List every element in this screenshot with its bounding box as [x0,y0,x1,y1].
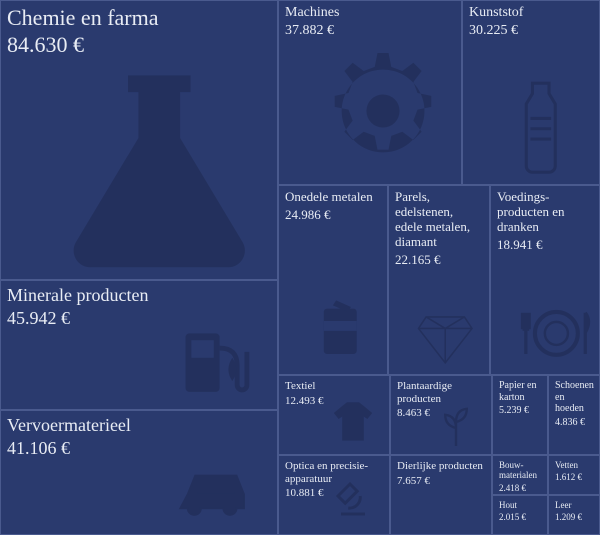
treemap-cell-parels[interactable]: Parels, edelstenen, edele metalen, diama… [388,185,490,375]
cell-label: Hout [499,500,541,510]
treemap-cell-schoenen[interactable]: Schoenen en hoeden 4.836 € [548,375,600,455]
cell-value: 84.630 € [7,32,271,58]
treemap-cell-plant[interactable]: Plantaardige producten 8.463 € [390,375,492,455]
flask-icon [55,65,264,274]
cell-value: 24.986 € [285,207,381,223]
cell-label: Parels, edelstenen, edele metalen, diama… [395,190,483,250]
cell-label: Machines [285,5,455,21]
cell-value: 2.015 € [499,512,541,522]
diamond-icon [407,294,484,371]
treemap-cell-minerale[interactable]: Minerale producten45.942 € [0,280,278,410]
treemap-cell-papier[interactable]: Papier en karton 5.239 € [492,375,548,455]
cell-label: Textiel [285,380,383,393]
cell-label: Schoenen en hoeden [555,380,593,415]
cell-label: Bouw-materialen [499,460,541,481]
cell-value: 12.493 € [285,395,383,407]
cell-label: Vervoermaterieel [7,415,271,436]
cell-value: 2.418 € [499,483,541,493]
plate-icon [511,288,594,371]
cell-label: Chemie en farma [7,5,271,30]
cell-value: 41.106 € [7,438,271,459]
treemap-cell-chemie[interactable]: Chemie en farma84.630 € [0,0,278,280]
treemap-cell-diverse[interactable]: Dierlijke producten 7.657 € [390,455,492,535]
cell-label: Onedele metalen [285,190,381,205]
cell-value: 1.612 € [555,472,593,482]
can-icon [299,288,382,371]
treemap-cell-leer[interactable]: Leer 1.209 € [548,495,600,535]
cell-label: Voedings-producten en dranken [497,190,593,235]
cell-value: 5.239 € [499,405,541,416]
gear-icon [314,42,452,180]
treemap-chart: Chemie en farma84.630 €Minerale producte… [0,0,600,535]
cell-label: Optica en precisie-apparatuur [285,460,383,485]
treemap-cell-onedele[interactable]: Onedele metalen 24.986 € [278,185,388,375]
treemap-cell-vervoer[interactable]: Vervoermaterieel41.106 € [0,410,278,535]
cell-label: Minerale producten [7,285,271,306]
cell-label: Papier en karton [499,380,541,403]
treemap-cell-optica[interactable]: Optica en precisie-apparatuur 10.881 € [278,455,390,535]
cell-label: Leer [555,500,593,510]
cell-value: 7.657 € [397,475,485,487]
cell-label: Plantaardige producten [397,380,485,405]
treemap-cell-voeding[interactable]: Voedings-producten en dranken 18.941 € [490,185,600,375]
cell-value: 37.882 € [285,23,455,39]
cell-value: 10.881 € [285,487,383,499]
treemap-cell-bouw[interactable]: Bouw-materialen 2.418 € [492,455,548,495]
treemap-cell-machines[interactable]: Machines 37.882 € [278,0,462,185]
cell-value: 45.942 € [7,308,271,329]
cell-value: 4.836 € [555,417,593,428]
cell-value: 22.165 € [395,252,483,268]
treemap-cell-hout[interactable]: Hout 2.015 € [492,495,548,535]
cell-label: Kunststof [469,5,593,21]
cell-label: Vetten [555,460,593,470]
treemap-cell-kunststof[interactable]: Kunststof 30.225 € [462,0,600,185]
bottle-icon [489,77,593,181]
cell-value: 30.225 € [469,23,593,39]
cell-value: 18.941 € [497,237,593,253]
treemap-cell-textiel[interactable]: Textiel 12.493 € [278,375,390,455]
cell-value: 8.463 € [397,407,485,419]
cell-value: 1.209 € [555,512,593,522]
cell-label: Dierlijke producten [397,460,485,473]
treemap-cell-vetten[interactable]: Vetten 1.612 € [548,455,600,495]
